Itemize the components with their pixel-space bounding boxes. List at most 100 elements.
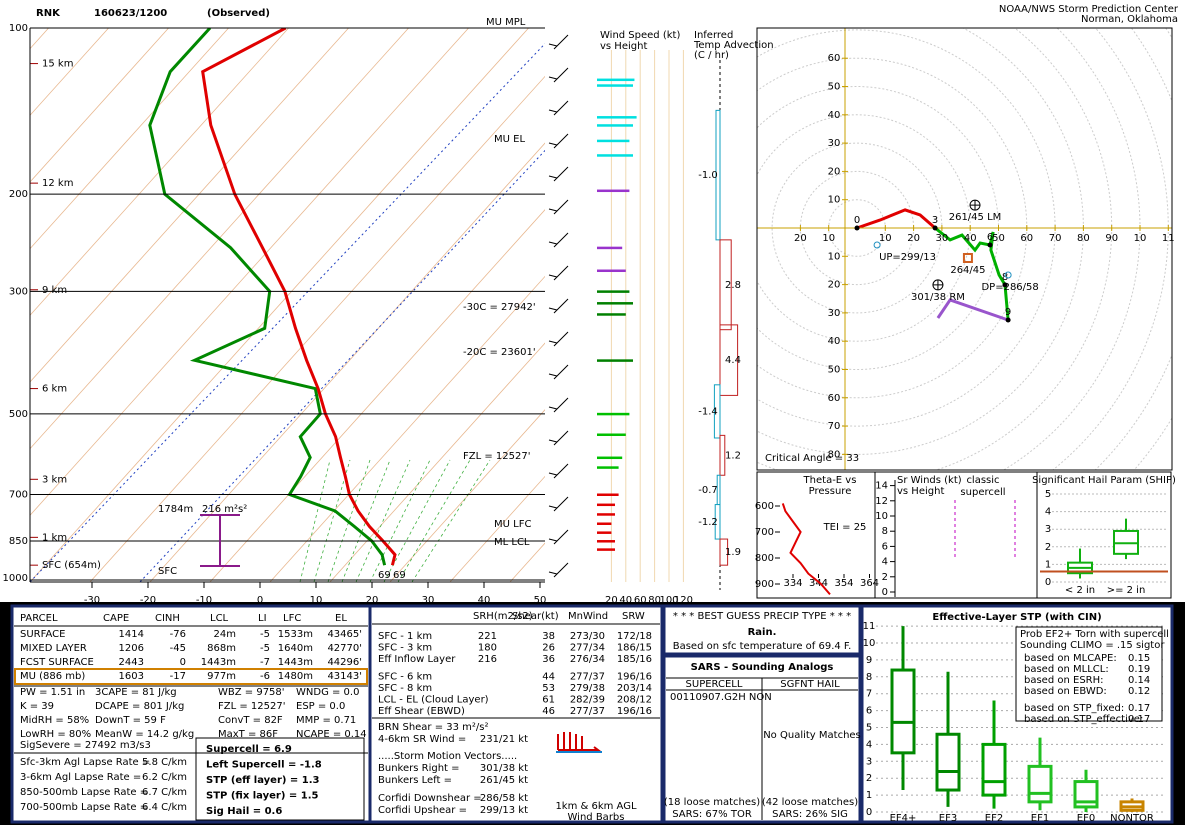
mixing-ratio-line — [299, 459, 331, 582]
sr-ytick-label: 12 — [875, 496, 888, 507]
stp-ytick-label: 8 — [866, 672, 872, 683]
kin-text: 231/21 kt — [480, 734, 528, 745]
wind-barb — [548, 298, 569, 314]
barb-note: Wind Barbs — [568, 812, 625, 823]
lapse-label: Sfc-3km Agl Lapse Rate = — [20, 757, 150, 768]
stp-ytick-label: 7 — [866, 689, 872, 700]
hodo-xtick-label: 40 — [964, 233, 977, 244]
level-annotation: FZL = 12527' — [463, 451, 530, 462]
panel-title: Wind Speed (kt) — [600, 30, 680, 41]
barb-note: 1km & 6km AGL — [555, 801, 637, 812]
speed-tick-label: 40 — [619, 595, 632, 606]
box — [1027, 764, 1053, 804]
wind-speed-bar — [597, 124, 633, 127]
mixing-ratio-line — [355, 459, 411, 582]
prob-value: 0.19 — [1128, 664, 1150, 675]
status: (Observed) — [207, 8, 270, 19]
sars-loose: (18 loose matches) — [664, 797, 760, 808]
stp-ytick-label: 10 — [863, 638, 876, 649]
effective-layer-bracket — [200, 514, 240, 567]
panel — [662, 604, 862, 656]
kin-text: Corfidi Downshear = — [378, 793, 482, 804]
sr-ytick-label: 4 — [882, 557, 888, 568]
temp-tick-label: 20 — [366, 595, 379, 606]
table-cell: SFC - 6 km — [378, 672, 432, 683]
pressure-tick-label: 200 — [9, 189, 28, 200]
kin-text: 261/45 kt — [480, 775, 528, 786]
table-cell: -6 — [260, 671, 270, 682]
table-header: EL — [335, 613, 347, 624]
prob-value: 0.15 — [1128, 653, 1150, 664]
table-cell: 1603 — [119, 671, 144, 682]
kin-text: 4-6km SR Wind = — [378, 734, 466, 745]
hodo-ytick-label: 10 — [828, 195, 841, 206]
param: LowRH = 80% — [20, 729, 91, 740]
table-cell: 61 — [542, 695, 555, 706]
prob-label: based on MLCAPE: — [1024, 653, 1117, 664]
marker-label: 301/38 RM — [911, 292, 965, 303]
advection-label: 4.4 — [725, 355, 741, 366]
prob-value: 0.17 — [1128, 714, 1150, 725]
wind-barb — [548, 496, 569, 512]
stp-title: Effective-Layer STP (with CIN) — [932, 612, 1101, 623]
hodo-ytick-label: 60 — [828, 53, 841, 64]
advection-bar — [715, 109, 721, 241]
hodo-ytick-label: 80 — [828, 449, 841, 460]
corfidi-vector — [873, 241, 881, 249]
wind-barb — [548, 34, 569, 50]
param: FZL = 12527' — [218, 701, 285, 712]
hodo-xtick-label: 10 — [822, 233, 835, 244]
sars-col: SGFNT HAIL — [780, 679, 840, 690]
table-cell: 279/38 — [570, 683, 605, 694]
table-cell: 221 — [478, 631, 497, 642]
supercell-band — [954, 500, 1016, 560]
level-annotation: MU LFC — [494, 519, 531, 530]
wind-speed-bar — [597, 548, 615, 551]
table-cell: SFC - 1 km — [378, 631, 432, 642]
ship-ytick-label: 3 — [1045, 524, 1051, 535]
param: SigSevere = 27492 m3/s3 — [20, 740, 151, 751]
stp-ytick-label: 5 — [866, 723, 872, 734]
org: Norman, Oklahoma — [1081, 14, 1178, 25]
table-cell: 277/34 — [570, 643, 605, 654]
background-line — [30, 28, 289, 316]
panel — [368, 604, 664, 824]
param: MMP = 0.71 — [296, 715, 356, 726]
lapse-value: 6.2 C/km — [142, 772, 187, 783]
background-line — [149, 142, 545, 582]
background-line — [30, 28, 229, 250]
box — [935, 732, 961, 792]
wind-speed-bar — [597, 290, 630, 293]
marker-label: 264/45 — [950, 265, 985, 276]
param: WBZ = 9758' — [218, 687, 285, 698]
prob-value: 0.12 — [1128, 686, 1150, 697]
hodo-ytick-label: 60 — [828, 393, 841, 404]
sars-match: 00110907.G2H NON — [670, 692, 772, 703]
table-cell: 42770' — [327, 643, 362, 654]
background-line — [329, 342, 545, 582]
wind-barb — [548, 100, 569, 116]
advection-label: -1.4 — [698, 406, 718, 417]
mean-wind — [962, 252, 973, 263]
panel-note: classic — [966, 475, 999, 486]
level-annotation: MU EL — [494, 134, 525, 145]
param: K = 39 — [20, 701, 54, 712]
sr-ytick-label: 2 — [882, 572, 888, 583]
level-annotation: 69 — [378, 570, 391, 581]
table-cell: 977m — [207, 671, 236, 682]
table-cell: 1414 — [119, 629, 144, 640]
table-cell: 216 — [478, 654, 497, 665]
wind-barb — [548, 265, 569, 281]
stp-category: EF4+ — [890, 813, 917, 824]
kin-text: Corfidi Upshear = — [378, 805, 467, 816]
height-label: 3 km — [42, 474, 67, 485]
te-ytick-label: 600 — [755, 501, 774, 512]
pressure-tick-label: 500 — [9, 409, 28, 420]
crosshair — [932, 279, 943, 290]
pressure-tick-label: 1000 — [3, 573, 28, 584]
height-point — [932, 225, 938, 231]
sars-loose: (42 loose matches) — [762, 797, 858, 808]
index: STP (fix layer) = 1.5 — [206, 791, 319, 802]
advection-bar — [719, 324, 739, 396]
